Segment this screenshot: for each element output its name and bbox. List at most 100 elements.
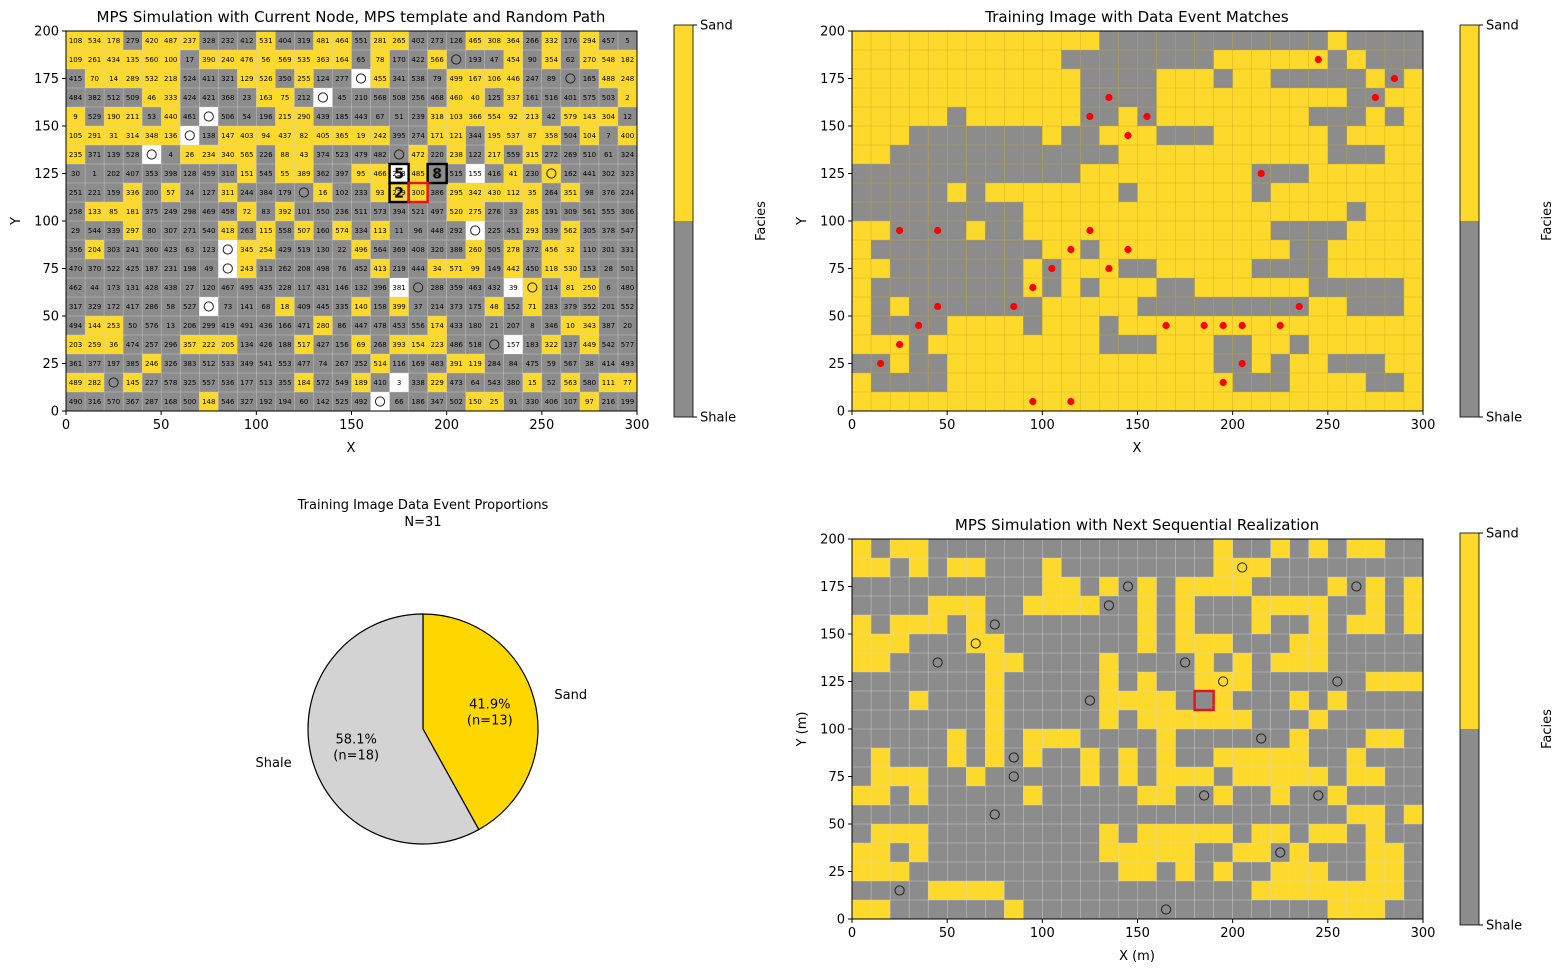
hard-data-marker	[108, 377, 119, 388]
grid-cell	[927, 861, 948, 882]
path-order-label: 81	[566, 284, 575, 292]
grid-cell	[1308, 163, 1329, 184]
grid-cell	[1403, 68, 1424, 89]
grid-cell	[1346, 899, 1367, 920]
path-order-label: 453	[392, 322, 405, 330]
path-order-label: 477	[297, 360, 310, 368]
grid-cell	[1175, 391, 1196, 412]
path-order-label: 50	[128, 322, 137, 330]
grid-cell	[1251, 144, 1272, 165]
grid-cell	[1365, 372, 1386, 393]
grid-cell	[1384, 576, 1405, 597]
path-order-label: 389	[297, 170, 310, 178]
path-order-label: 11	[395, 227, 404, 235]
grid-cell	[1099, 690, 1119, 711]
grid-cell	[1042, 106, 1062, 127]
path-order-label: 82	[299, 132, 308, 140]
path-order-label: 267	[335, 360, 348, 368]
grid-cell	[1213, 576, 1234, 597]
grid-cell	[1251, 861, 1272, 882]
path-order-label: 176	[564, 37, 578, 45]
grid-cell	[851, 842, 872, 863]
path-order-label: 112	[507, 189, 520, 197]
grid-cell	[985, 391, 1005, 412]
grid-cell	[1403, 106, 1424, 127]
grid-cell	[1384, 372, 1405, 393]
grid-cell	[1004, 804, 1024, 825]
grid-cell	[908, 766, 929, 787]
path-order-label: 208	[297, 265, 310, 273]
grid-cell	[1213, 899, 1234, 920]
path-order-label: 235	[69, 151, 82, 159]
path-order-label: 279	[126, 37, 139, 45]
grid-cell	[1194, 633, 1215, 654]
grid-cell	[908, 182, 929, 203]
grid-cell	[946, 49, 967, 70]
grid-cell	[966, 125, 986, 146]
path-order-label: 243	[240, 265, 253, 273]
grid-cell	[1042, 671, 1062, 692]
hard-data-marker	[1351, 581, 1362, 592]
path-order-label: 492	[354, 398, 367, 406]
grid-cell	[218, 239, 238, 260]
grid-cell	[927, 391, 948, 412]
grid-cell	[1327, 239, 1348, 260]
grid-cell	[966, 353, 986, 374]
grid-cell	[1289, 87, 1310, 108]
grid-cell	[1403, 163, 1424, 184]
path-order-label: 27	[185, 284, 194, 292]
grid-cell	[1042, 538, 1062, 559]
grid-cell	[1308, 557, 1329, 578]
y-tick-label: 50	[828, 818, 845, 833]
path-order-label: 333	[164, 94, 177, 102]
path-order-label: 407	[126, 170, 139, 178]
grid-cell	[966, 690, 986, 711]
grid-cell	[1384, 804, 1405, 825]
path-order-label: 366	[469, 113, 483, 121]
path-order-label: 226	[259, 151, 273, 159]
path-order-label: 93	[376, 189, 385, 197]
grid-cell	[1004, 823, 1024, 844]
grid-cell	[1365, 652, 1386, 673]
grid-cell	[1289, 614, 1310, 635]
path-order-label: 63	[185, 246, 194, 254]
x-tick-label: 250	[1315, 926, 1340, 941]
grid-cell	[1004, 614, 1024, 635]
hard-data-marker	[203, 301, 214, 312]
grid-cell	[1099, 728, 1119, 749]
grid-cell	[1099, 804, 1119, 825]
grid-cell	[1156, 747, 1177, 768]
grid-cell	[1308, 30, 1329, 51]
grid-cell	[1042, 861, 1062, 882]
grid-cell	[966, 842, 986, 863]
grid-cell	[1270, 728, 1291, 749]
grid-cell	[927, 106, 948, 127]
grid-cell	[870, 201, 891, 222]
path-order-label: 174	[430, 322, 444, 330]
grid-cell	[1099, 823, 1119, 844]
pie-pct-shale: 58.1%	[336, 732, 377, 747]
grid-cell	[1080, 576, 1100, 597]
grid-cell	[1118, 595, 1138, 616]
grid-cell	[966, 391, 986, 412]
grid-cell	[1289, 258, 1310, 279]
grid-cell	[1346, 861, 1367, 882]
grid-cell	[1194, 614, 1215, 635]
grid-cell	[1213, 728, 1234, 749]
grid-cell	[1232, 690, 1253, 711]
grid-cell	[1042, 766, 1062, 787]
grid-cell	[1061, 538, 1081, 559]
x-tick-label: 150	[1125, 926, 1150, 941]
path-order-label: 62	[566, 56, 575, 64]
grid-cell	[985, 87, 1005, 108]
path-order-label: 49	[204, 265, 213, 273]
grid-cell	[1403, 277, 1424, 298]
grid-cell	[946, 201, 967, 222]
grid-cell	[1289, 576, 1310, 597]
grid-cell	[1346, 842, 1367, 863]
grid-cell	[889, 49, 910, 70]
path-order-label: 8	[530, 322, 534, 330]
path-order-label: 474	[126, 341, 140, 349]
grid-cell	[985, 652, 1005, 673]
grid-cell	[1384, 557, 1405, 578]
